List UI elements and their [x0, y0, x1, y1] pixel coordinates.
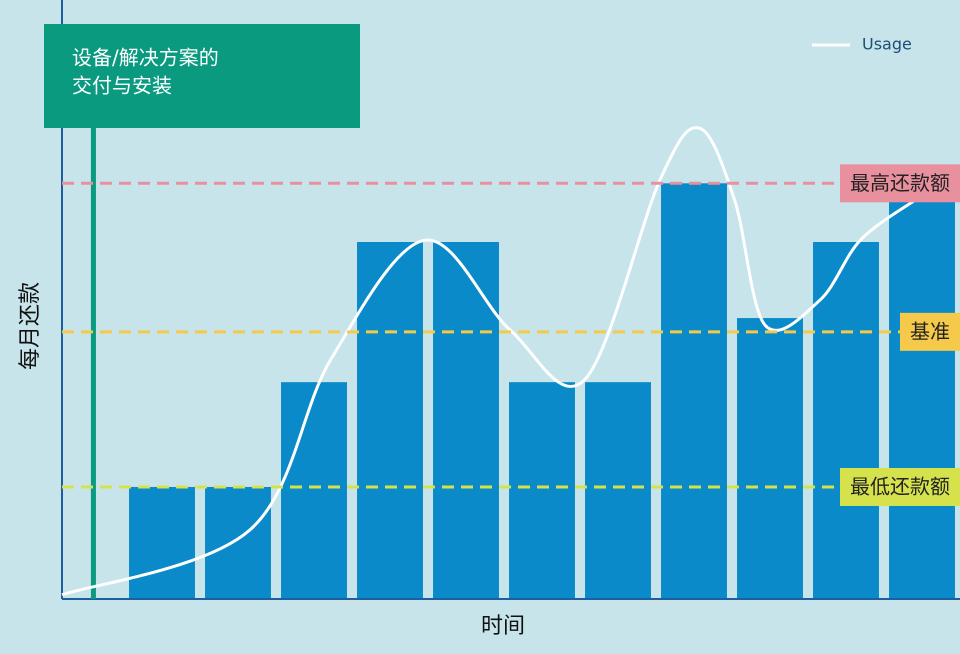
milestone-box — [44, 24, 360, 128]
bar — [129, 486, 195, 599]
legend-label: Usage — [862, 35, 912, 54]
reference-label-box — [840, 467, 960, 506]
reference-label-box — [900, 312, 960, 351]
x-axis-title: 时间 — [481, 614, 525, 639]
bar — [281, 382, 347, 599]
y-axis-title: 每月还款 — [18, 282, 43, 370]
usage-line — [61, 126, 916, 597]
reference-label: 最低还款额 — [850, 474, 950, 498]
reference-label: 最高还款额 — [850, 171, 950, 195]
bar — [661, 183, 727, 599]
reference-label: 基准 — [910, 319, 950, 343]
bar — [737, 318, 803, 599]
bar — [205, 486, 271, 599]
milestone-label: 交付与安装 — [72, 74, 172, 98]
bar — [509, 382, 575, 599]
bar — [433, 241, 499, 599]
bar — [585, 382, 651, 599]
reference-label-box — [840, 164, 960, 203]
bar — [357, 241, 423, 599]
milestone-label: 设备/解决方案的 — [72, 46, 219, 70]
bar — [889, 201, 955, 599]
bar — [813, 241, 879, 599]
